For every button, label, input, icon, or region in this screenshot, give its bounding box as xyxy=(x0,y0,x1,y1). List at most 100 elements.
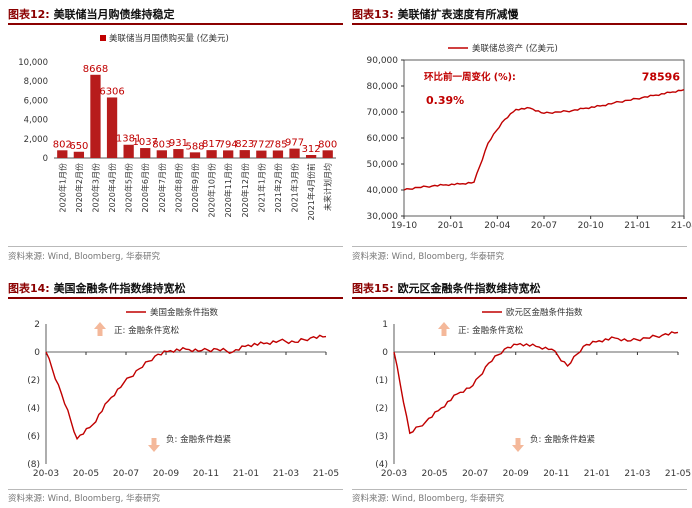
x-tick-label: 2020年4月份 xyxy=(107,163,117,212)
loss-note: 负: 金融条件趋紧 xyxy=(530,434,595,445)
x-tick-label: 21-04 xyxy=(671,221,692,231)
bar xyxy=(90,74,101,158)
x-tick-label: 2021年2月份 xyxy=(273,163,283,212)
bar xyxy=(305,155,317,158)
y-tick-label: 8,000 xyxy=(24,77,48,87)
y-tick-label: 4,000 xyxy=(24,116,48,126)
bar xyxy=(73,151,85,158)
x-tick-label: 2021年1月份 xyxy=(256,163,266,212)
data-label: 6306 xyxy=(99,86,124,97)
x-tick-label: 20-01 xyxy=(438,221,464,231)
x-tick-label: 2020年11月份 xyxy=(223,163,233,218)
source-note: 资料来源: Wind, Bloomberg, 华泰研究 xyxy=(8,494,160,504)
x-tick-label: 20-11 xyxy=(543,469,569,479)
x-tick-label: 2020年12月份 xyxy=(240,163,250,218)
legend-label: 美联储当月国债购买量 (亿美元) xyxy=(109,33,229,44)
down-arrow-icon xyxy=(148,438,160,452)
series-line xyxy=(393,331,679,435)
bar xyxy=(189,152,201,158)
legend-label: 欧元区金融条件指数 xyxy=(506,307,583,318)
x-tick-label: 20-09 xyxy=(153,469,179,479)
x-tick-label: 20-05 xyxy=(421,469,447,479)
chart-title: 图表13: 美联储扩表速度有所减慢 xyxy=(352,8,519,21)
chart-panel-eu-fci: 图表15: 欧元区金融条件指数维持宽松 1 0 (1) (2) (3) (4) 20-03 2… xyxy=(352,280,692,504)
last-value-label: 78596 xyxy=(642,71,681,84)
data-label: 312 xyxy=(302,144,321,155)
series-line xyxy=(403,89,685,191)
source-note: 资料来源: Wind, Bloomberg, 华泰研究 xyxy=(8,252,160,262)
data-label: 802 xyxy=(53,139,72,150)
chart-panel-us-fci: 图表14: 美国金融条件指数维持宽松 2 0 (2) (4) (6) (8) 20-03 20… xyxy=(8,280,348,504)
gain-note: 正: 金融条件宽松 xyxy=(458,325,524,336)
line-chart: 2 0 (2) (4) (6) (8)20-03 20-05 20-07 20-09 20-11 2… xyxy=(27,307,339,479)
data-label: 823 xyxy=(235,139,254,150)
bar xyxy=(272,150,284,158)
x-tick-label: 2020年6月份 xyxy=(140,163,150,212)
y-tick-label: (3) xyxy=(375,432,388,442)
title-rule xyxy=(8,23,343,25)
data-label: 817 xyxy=(202,139,221,150)
chart-title: 图表14: 美国金融条件指数维持宽松 xyxy=(8,282,186,295)
line-chart: 90,000 80,000 70,000 60,000 50,000 40,000 30,0… xyxy=(367,43,692,231)
y-tick-label: (1) xyxy=(375,376,388,386)
x-tick-label: 2021年4月份前 xyxy=(306,163,316,220)
y-tick-label: 2 xyxy=(34,320,40,330)
bar xyxy=(173,149,184,158)
bar xyxy=(140,148,151,158)
bar xyxy=(123,144,134,158)
x-tick-label: 2020年8月份 xyxy=(173,163,183,212)
data-label: 772 xyxy=(252,140,271,151)
x-tick-label: 20-07 xyxy=(531,221,557,231)
source-note: 资料来源: Wind, Bloomberg, 华泰研究 xyxy=(352,252,504,262)
loss-note: 负: 金融条件趋紧 xyxy=(166,434,231,445)
footer-rule xyxy=(8,489,343,490)
x-tick-label: 2020年7月份 xyxy=(157,163,167,212)
data-label: 794 xyxy=(219,139,238,150)
y-tick-label: (2) xyxy=(27,376,40,386)
data-label: 785 xyxy=(268,139,287,150)
chart-title: 图表12: 美联储当月购债维持稳定 xyxy=(8,8,175,21)
chart-panel-fed-purchases: 图表12: 美联储当月购债维持稳定 10,000 8,000 6,000 4,000 2… xyxy=(8,6,348,262)
data-label: 1381 xyxy=(116,134,141,145)
source-note: 资料来源: Wind, Bloomberg, 华泰研究 xyxy=(352,494,504,504)
annotation-value: 0.39% xyxy=(426,94,464,107)
data-label: 1037 xyxy=(133,137,158,148)
series-line xyxy=(45,334,327,441)
line-chart: 1 0 (1) (2) (3) (4)20-03 20-05 20-07 20-09 20-11 2… xyxy=(375,307,691,479)
bar xyxy=(57,150,68,158)
x-tick-label: 20-05 xyxy=(73,469,99,479)
x-tick-label: 21-01 xyxy=(624,221,650,231)
y-tick-label: 0 xyxy=(43,154,48,164)
y-tick-label: 60,000 xyxy=(367,134,399,144)
y-tick-label: (4) xyxy=(27,404,40,414)
up-arrow-icon xyxy=(94,322,106,336)
footer-rule xyxy=(8,246,343,247)
y-tick-label: 6,000 xyxy=(24,96,48,106)
chart-title: 图表15: 欧元区金融条件指数维持宽松 xyxy=(352,282,541,295)
legend-label: 美联储总资产 (亿美元) xyxy=(472,43,558,54)
y-tick-label: (8) xyxy=(27,460,40,470)
y-tick-label: 2,000 xyxy=(24,135,48,145)
legend-label: 美国金融条件指数 xyxy=(150,307,219,318)
y-tick-label: 10,000 xyxy=(18,58,48,68)
title-rule xyxy=(352,297,687,299)
y-tick-label: 30,000 xyxy=(367,212,399,222)
footer-rule xyxy=(352,246,687,247)
down-arrow-icon xyxy=(512,438,524,452)
bar xyxy=(256,150,267,158)
y-tick-label: 40,000 xyxy=(367,186,399,196)
x-tick-label: 2021年3月份 xyxy=(290,163,300,212)
y-tick-label: 90,000 xyxy=(367,56,399,66)
y-tick-label: 0 xyxy=(34,348,40,358)
x-tick-label: 20-04 xyxy=(484,221,510,231)
x-tick-label: 2020年10月份 xyxy=(207,163,217,218)
x-tick-label: 20-03 xyxy=(33,469,59,479)
x-tick-label: 21-03 xyxy=(624,469,650,479)
x-tick-label: 21-01 xyxy=(584,469,610,479)
y-tick-label: (4) xyxy=(375,460,388,470)
bar-chart: 10,000 8,000 6,000 4,000 2,000 0 美联储当月国债购买量 (亿… xyxy=(18,33,337,220)
x-tick-label: 19-10 xyxy=(391,221,417,231)
chart-panel-fed-assets: 图表13: 美联储扩表速度有所减慢 90,000 80,000 70,000 60,0… xyxy=(352,6,692,262)
bar xyxy=(206,150,217,158)
x-tick-label: 2020年2月份 xyxy=(74,163,84,212)
